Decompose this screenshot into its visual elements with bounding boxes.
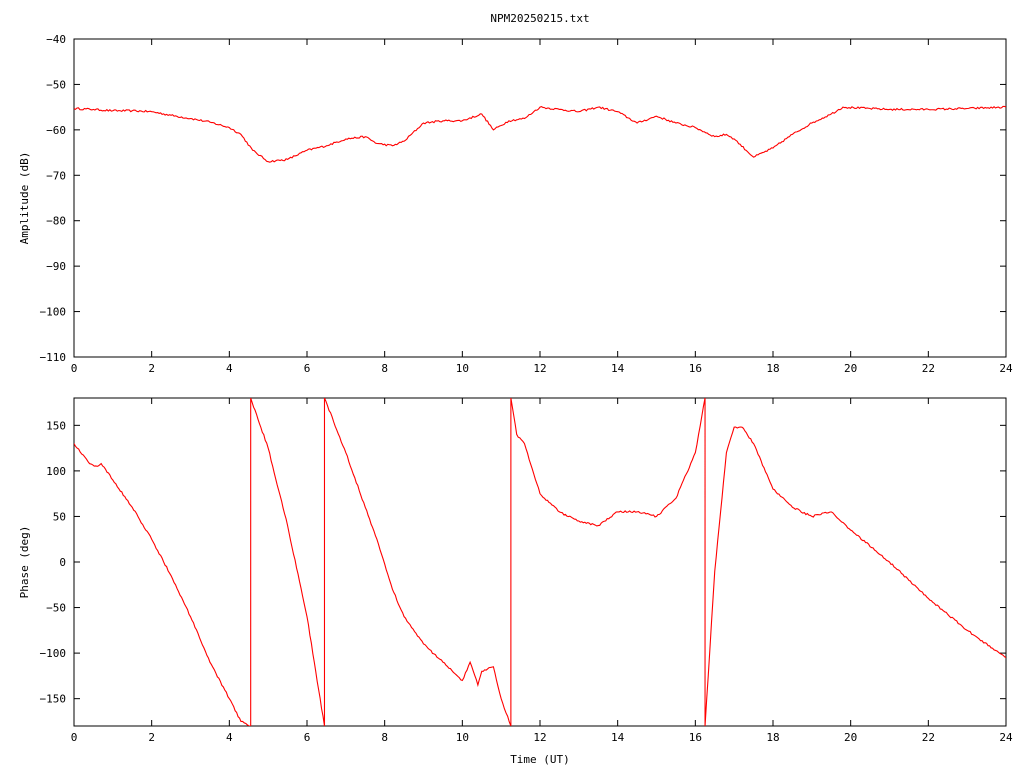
y-tick-label: −80 [46,215,66,228]
x-tick-label: 20 [844,731,857,744]
y-tick-label: 50 [53,510,66,523]
x-tick-label: 0 [71,731,78,744]
y-tick-label: −110 [40,351,67,364]
y-tick-label: 150 [46,419,66,432]
x-tick-label: 12 [533,731,546,744]
y-tick-label: 0 [59,556,66,569]
x-tick-label: 24 [999,362,1013,375]
x-tick-label: 0 [71,362,78,375]
y-axis-label: Phase (deg) [18,526,31,599]
x-tick-label: 18 [766,362,779,375]
chart-title: NPM20250215.txt [490,12,589,25]
x-tick-label: 6 [304,362,311,375]
x-tick-label: 12 [533,362,546,375]
x-tick-label: 14 [611,362,625,375]
x-tick-label: 2 [148,731,155,744]
x-tick-label: 22 [922,731,935,744]
x-axis-label: Time (UT) [510,753,570,766]
y-tick-label: −100 [40,306,67,319]
y-tick-label: −90 [46,260,66,273]
y-tick-label: −60 [46,124,66,137]
x-tick-label: 2 [148,362,155,375]
y-tick-label: −50 [46,602,66,615]
x-tick-label: 14 [611,731,625,744]
x-tick-label: 10 [456,362,469,375]
x-tick-label: 4 [226,362,233,375]
amplitude-panel: 0 2 4 6 8 10 12 14 16 18 20 22 24−110−100−90−80−70−6… [18,33,1013,375]
x-tick-label: 6 [304,731,311,744]
series-line [74,105,1006,163]
y-tick-label: −100 [40,647,67,660]
y-tick-label: −70 [46,169,66,182]
phase-panel: 0 2 4 6 8 10 12 14 16 18 20 22 24−150−100−5005010015… [18,397,1013,766]
x-tick-label: 24 [999,731,1013,744]
y-axis-label: Amplitude (dB) [18,152,31,245]
x-tick-label: 4 [226,731,233,744]
y-tick-label: 100 [46,465,66,478]
y-tick-label: −150 [40,693,67,706]
x-tick-label: 8 [381,362,388,375]
series-line [74,398,1006,726]
x-tick-label: 10 [456,731,469,744]
x-tick-label: 16 [689,731,702,744]
x-tick-label: 8 [381,731,388,744]
y-tick-label: −40 [46,33,66,46]
x-tick-label: 16 [689,362,702,375]
x-tick-label: 18 [766,731,779,744]
x-tick-label: 22 [922,362,935,375]
y-tick-label: −50 [46,78,66,91]
x-tick-label: 20 [844,362,857,375]
